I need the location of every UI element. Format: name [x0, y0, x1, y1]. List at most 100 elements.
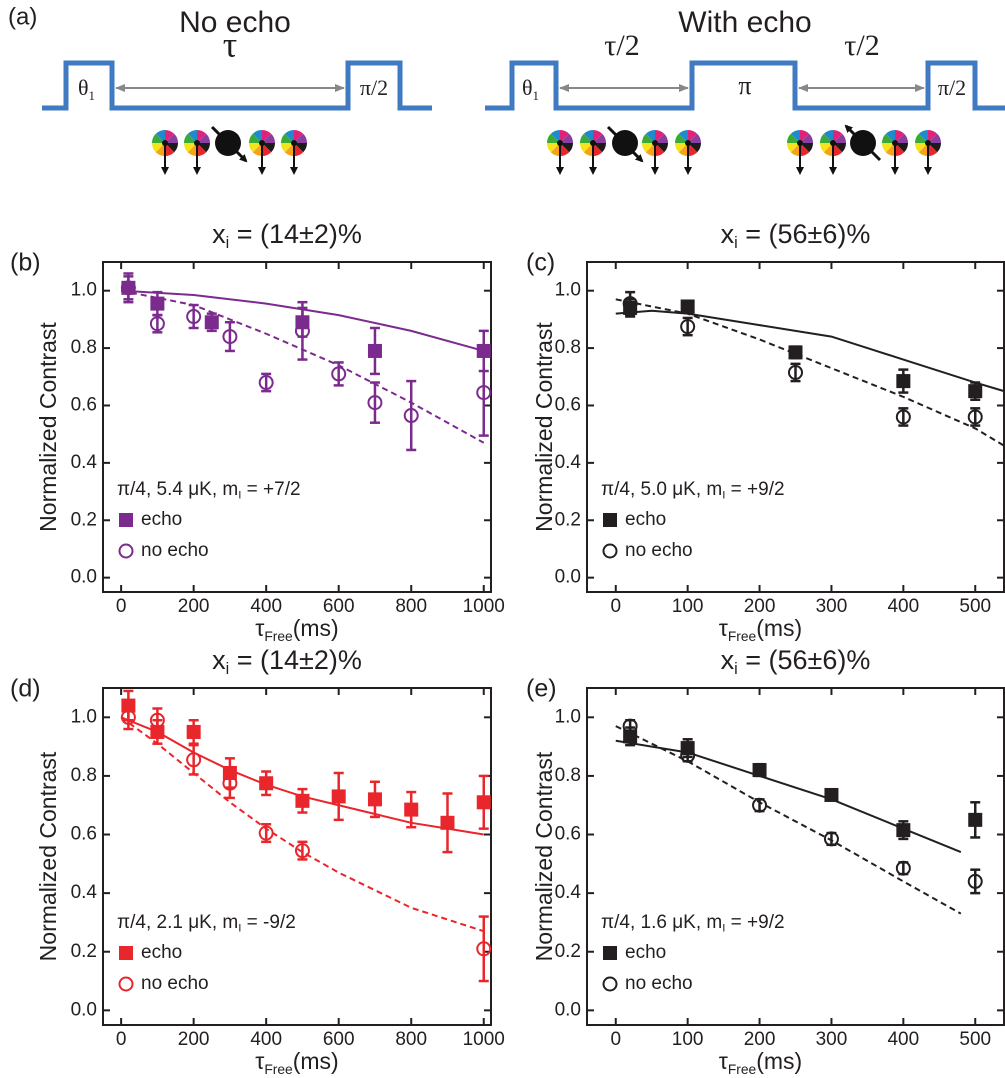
plot-frame [102, 687, 492, 1026]
x-tick-label: 300 [816, 596, 848, 617]
marker-circle [331, 366, 347, 382]
marker-circle [788, 364, 803, 380]
marker-circle [602, 543, 618, 559]
y-tick-label: 1.0 [555, 706, 581, 727]
spin [580, 130, 606, 173]
legend-label: echo [625, 942, 666, 963]
pulse-label: θ1 [78, 75, 95, 103]
error-bar [970, 868, 981, 895]
annotation-part: π/4, 5.0 μK, m [601, 479, 722, 500]
marker-circle [120, 709, 136, 725]
annotation-part: = +9/2 [725, 479, 784, 500]
marker-circle [186, 309, 202, 325]
x-tick-label: 800 [395, 596, 427, 617]
chart-title-part: x [212, 645, 226, 675]
marker-circle [222, 329, 238, 345]
pulse-label: π/2 [938, 75, 966, 100]
fit-line [120, 716, 484, 836]
x-axis-label-sub: Free [264, 629, 293, 644]
chart-title-part: x [212, 219, 226, 249]
x-axis-label-sub: Free [728, 629, 757, 644]
error-bar [123, 272, 134, 304]
y-axis-label: Normalized Contrast [35, 751, 61, 961]
marker-circle [222, 775, 238, 791]
x-axis-label: τFree(ms) [255, 1048, 338, 1076]
annotation-sub: I [722, 490, 725, 502]
x-tick-label: 200 [744, 1029, 776, 1050]
legend-label: echo [625, 509, 666, 530]
panel: (d) xi = (14±2)% Normalized Contrast τFree(… [10, 645, 505, 1076]
y-axis-label: Normalized Contrast [531, 322, 557, 532]
impurity-arrow [606, 125, 644, 163]
y-tick-label: 0.4 [555, 882, 582, 903]
error-bar [297, 300, 308, 361]
marker-circle [367, 395, 383, 411]
spin [675, 130, 701, 173]
chart-title-sub: i [734, 660, 738, 678]
marker-square [150, 296, 165, 311]
impurity-arrow [210, 125, 248, 163]
x-axis-label-part: (ms) [756, 615, 802, 641]
x-axis-label-part: (ms) [756, 1048, 802, 1074]
marker-square [476, 795, 491, 810]
spin [882, 130, 908, 173]
error-bar [152, 707, 163, 734]
chart-title-sub: i [226, 234, 230, 252]
marker-square [204, 315, 219, 330]
x-tick-label: 200 [744, 596, 776, 617]
pulse-diagram: (a) No echo With echo τ τ/2 τ/2 π θ1 θ1 … [8, 3, 1005, 173]
error-bar [333, 361, 344, 387]
x-axis-label-part: τ [255, 615, 264, 641]
marker-circle [895, 409, 911, 425]
annotation: π/4, 1.6 μK, mI = +9/2 [601, 912, 785, 935]
x-tick-label: 400 [887, 596, 919, 617]
marker-circle [258, 375, 274, 391]
chart-title: xi = (56±6)% [721, 645, 871, 678]
error-bar [406, 379, 417, 452]
x-tick-label: 0 [116, 596, 127, 617]
panel-label: (a) [8, 3, 37, 30]
x-axis-label-part: τ [719, 615, 728, 641]
panel-label: (e) [526, 675, 557, 703]
marker-circle [680, 319, 696, 335]
annotation: π/4, 5.0 μK, mI = +9/2 [601, 479, 785, 502]
x-tick-label: 200 [178, 596, 210, 617]
marker-square [367, 792, 382, 807]
error-bar [224, 767, 235, 800]
x-tick-label: 0 [610, 1029, 621, 1050]
annotation-sub: I [722, 923, 725, 935]
x-axis-label-part: τ [255, 1048, 264, 1074]
panel: (e) xi = (56±6)% Normalized Contrast τFree(… [526, 645, 1005, 1077]
chart-title-part: = (56±6)% [738, 219, 871, 249]
pulse-label-sub: 1 [533, 88, 540, 103]
y-tick-label: 1.0 [71, 280, 97, 301]
y-tick-label: 0.6 [555, 394, 581, 415]
annotation-part: = +7/2 [241, 479, 300, 500]
error-bar [898, 861, 909, 876]
y-tick-label: 0.4 [555, 452, 582, 473]
error-bar [625, 290, 636, 317]
annotation: π/4, 5.4 μK, mI = +7/2 [117, 479, 301, 502]
marker-square [603, 946, 617, 960]
y-tick-label: 0.8 [555, 337, 581, 358]
plot-frame [586, 261, 1005, 593]
y-tick-label: 0.0 [71, 567, 97, 588]
fit-line [615, 298, 1005, 447]
panel-label: (b) [10, 249, 41, 277]
pulse-label-sub: 1 [89, 88, 96, 103]
y-tick-label: 0.2 [555, 941, 581, 962]
x-tick-label: 0 [610, 596, 621, 617]
marker-square [404, 802, 419, 817]
y-tick-label: 0.4 [71, 452, 98, 473]
y-tick-label: 0.6 [71, 394, 97, 415]
x-axis-label: τFree(ms) [255, 615, 338, 643]
marker-circle [476, 941, 492, 957]
y-tick-label: 0.0 [71, 999, 97, 1020]
marker-circle [118, 543, 134, 559]
annotation-part: π/4, 5.4 μK, m [117, 479, 238, 500]
chart-title-part: = (56±6)% [738, 645, 871, 675]
y-tick-label: 0.2 [555, 509, 581, 530]
y-tick-label: 0.4 [71, 882, 98, 903]
marker-circle [680, 747, 696, 763]
